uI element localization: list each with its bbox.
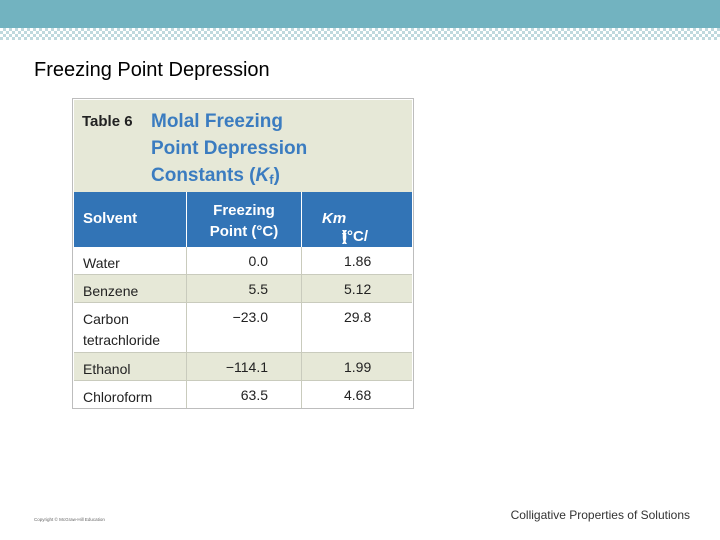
table-row-carbon-tetrachloride: Carbon tetrachloride −23.0 29.8 xyxy=(74,303,412,353)
kf-cell: 5.12 xyxy=(344,281,372,297)
header-solvent: Solvent xyxy=(83,210,138,227)
table-title-line3: Constants (Kf) xyxy=(151,162,409,193)
kf-table-figure: Table 6 Molal Freezing Point Depression … xyxy=(72,98,414,409)
header-checker-pattern xyxy=(0,28,720,40)
solvent-cell: Chloroform xyxy=(74,381,187,408)
table-row-ethanol: Ethanol −114.1 1.99 xyxy=(74,353,412,381)
slide-footer: Colligative Properties of Solutions xyxy=(510,508,690,522)
freezing-point-cell: 63.5 xyxy=(187,381,302,408)
header-kf-subscript: f xyxy=(342,228,347,243)
header-kf-units-m: m xyxy=(332,210,347,227)
slide-title: Freezing Point Depression xyxy=(34,59,270,81)
header-band xyxy=(0,0,720,28)
freezing-point-cell: 5.5 xyxy=(187,275,302,302)
kf-cell: 1.86 xyxy=(344,253,372,269)
solvent-cell: Ethanol xyxy=(74,353,187,380)
header-freezing-cell: Freezing Point (°C) xyxy=(187,192,302,247)
header-freezing-line1: Freezing xyxy=(213,202,275,219)
header-kf-units-prefix: (°C/ xyxy=(342,228,368,245)
table-row-benzene: Benzene 5.5 5.12 xyxy=(74,275,412,303)
header-freezing-line2: Point (°C) xyxy=(209,223,279,240)
kf-cell: 1.99 xyxy=(344,359,372,375)
solvent-line2: tetrachloride xyxy=(83,332,161,348)
freezing-point-cell: −23.0 xyxy=(187,303,302,352)
title-line3-prefix: Constants ( xyxy=(151,165,256,186)
copyright-notice: Copyright © McGraw-Hill Education xyxy=(34,517,105,522)
solvent-cell: Benzene xyxy=(74,275,187,302)
table-title-line1: Molal Freezing xyxy=(151,111,283,132)
title-kf-symbol: K xyxy=(255,165,270,186)
table-number: Table 6 xyxy=(82,113,133,130)
solvent-line1: Carbon xyxy=(83,311,129,327)
header-freezing-point: Freezing Point (°C) xyxy=(187,200,301,242)
header-kf-units-suffix: ) xyxy=(342,228,347,245)
solvent-cell: Water xyxy=(74,247,187,274)
freezing-point-cell: 0.0 xyxy=(187,247,302,274)
kf-cell: 29.8 xyxy=(344,309,372,325)
kf-cell: 4.68 xyxy=(344,387,372,403)
title-kf-subscript: f xyxy=(269,172,274,187)
table-title: Molal Freezing Point Depression Constant… xyxy=(151,108,409,193)
table-row-chloroform: Chloroform 63.5 4.68 xyxy=(74,381,412,408)
title-line3-suffix: ) xyxy=(273,165,280,186)
header-kf-symbol: K xyxy=(322,210,333,227)
table-caption: Table 6 Molal Freezing Point Depression … xyxy=(74,100,412,192)
table-title-line2: Point Depression xyxy=(151,138,308,159)
header-solvent-cell: Solvent xyxy=(74,192,187,247)
table-row-water: Water 0.0 1.86 xyxy=(74,247,412,275)
solvent-cell: Carbon tetrachloride xyxy=(74,303,187,352)
freezing-point-cell: −114.1 xyxy=(187,353,302,380)
